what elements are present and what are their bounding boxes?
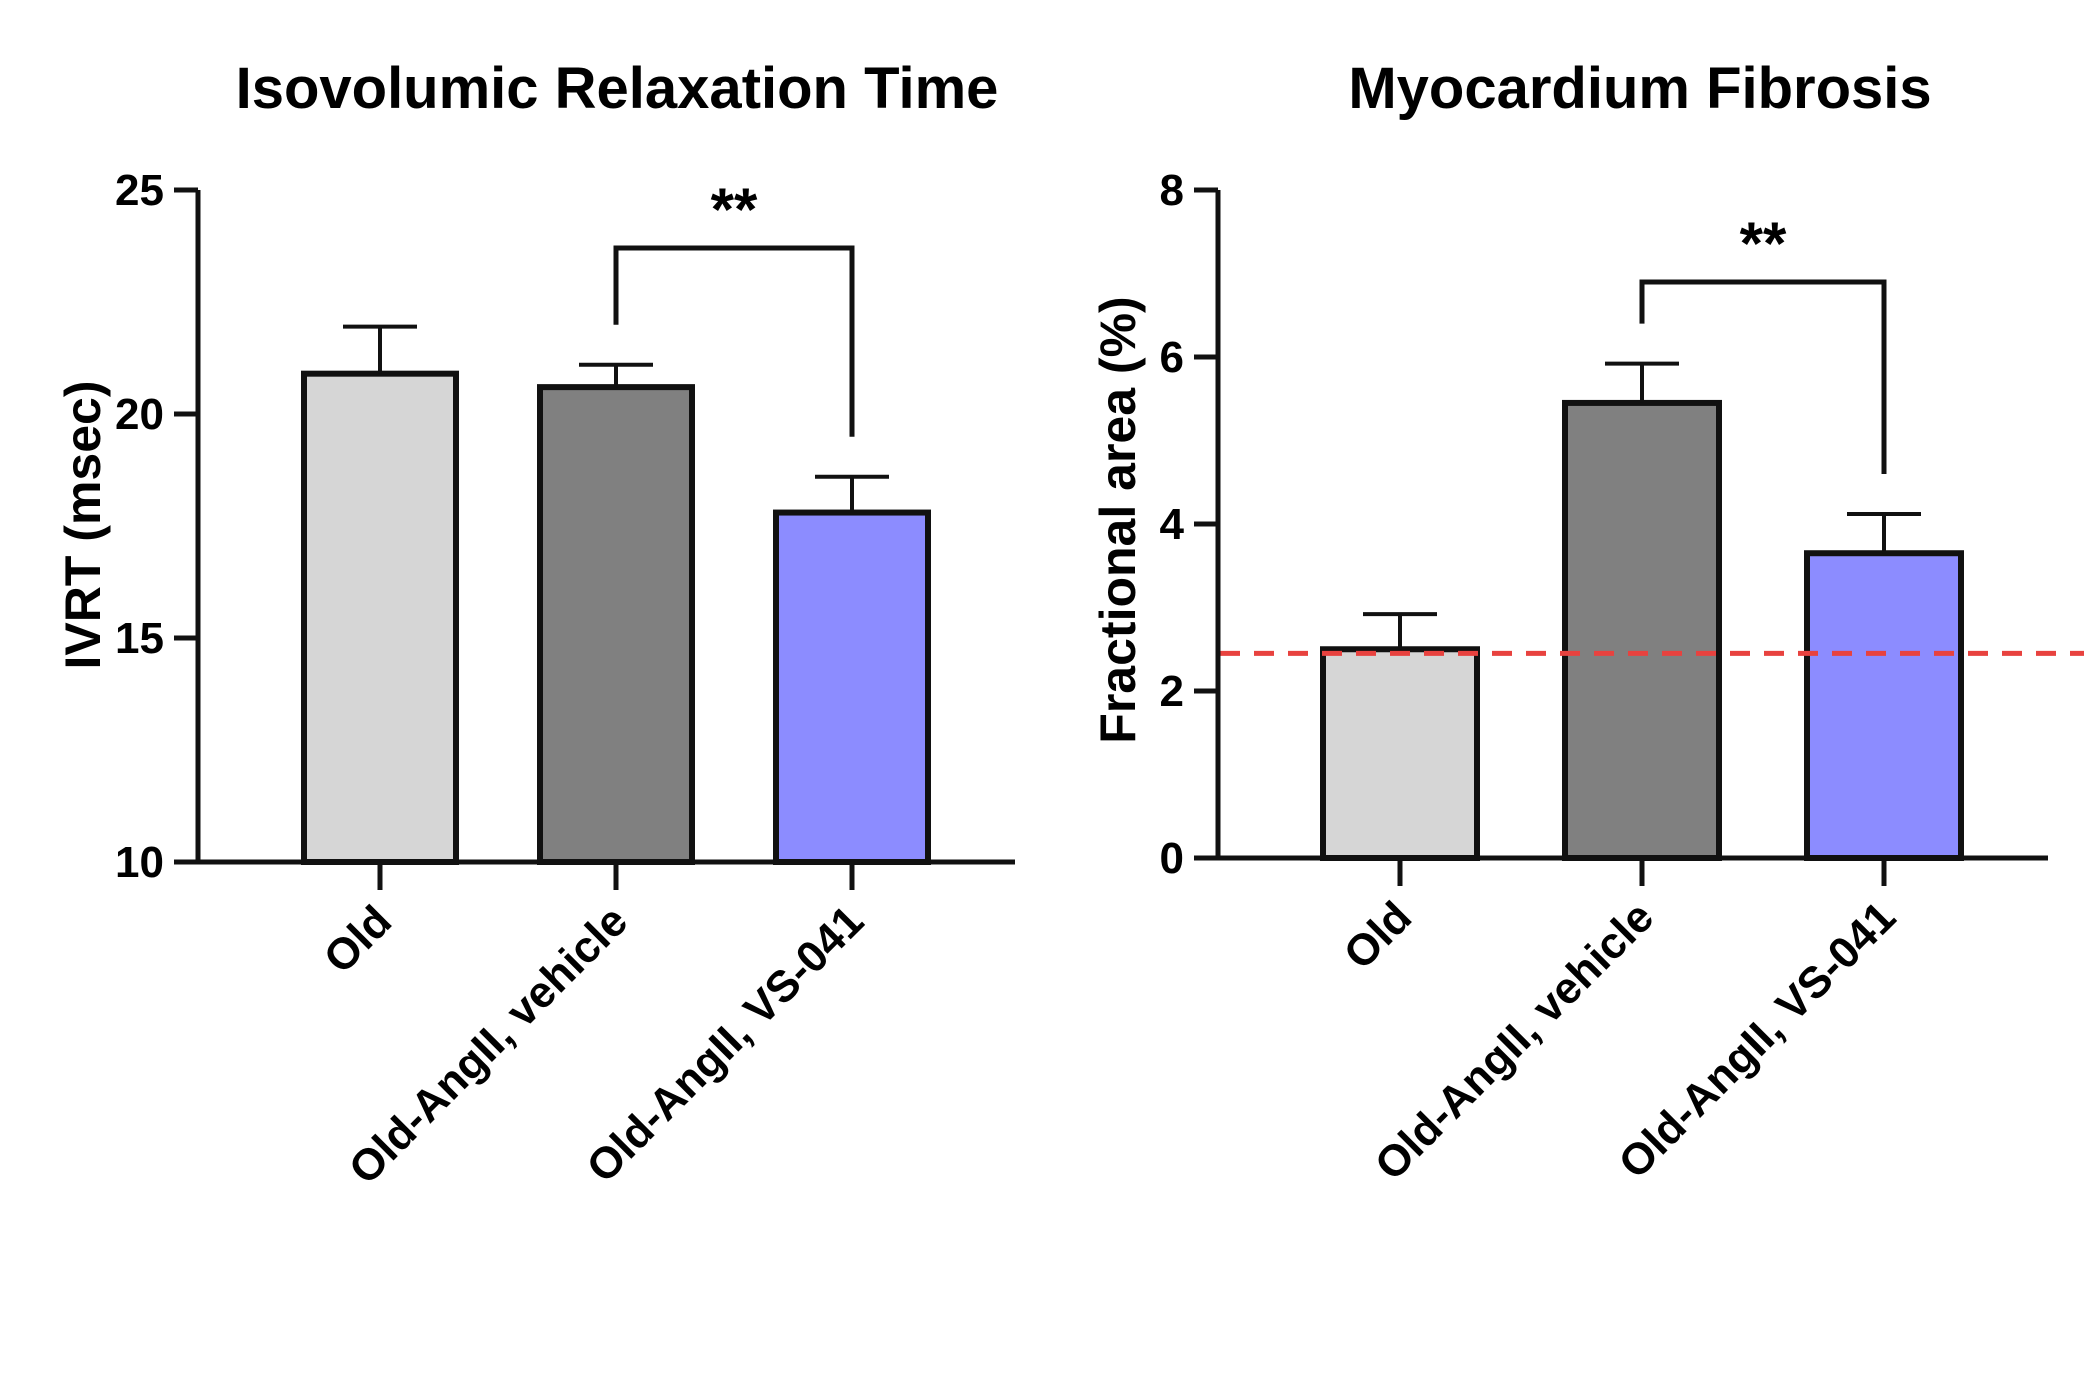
significance-label: **: [1740, 210, 1787, 277]
y-axis-label: Fractional area (%): [1090, 296, 1146, 743]
bar: [537, 384, 695, 865]
chart-ivrt: Isovolumic Relaxation Time IVRT (msec) 10 1…: [55, 56, 1015, 1194]
significance-label: **: [711, 176, 758, 243]
chart-fibrosis: Myocardium Fibrosis Fractional area (%) 0 2…: [1090, 56, 2084, 1190]
y-tick-label: 4: [1160, 500, 1185, 549]
bar: [301, 370, 459, 865]
bar: [773, 509, 931, 865]
y-tick-label: 0: [1160, 834, 1184, 883]
significance-bracket: [613, 245, 855, 437]
y-tick-label: 6: [1160, 333, 1184, 382]
y-tick-label: 10: [115, 838, 164, 887]
y-tick-label: 8: [1160, 166, 1184, 215]
bar: [1320, 646, 1480, 861]
bar: [1562, 399, 1722, 861]
x-tick-label: Old: [315, 896, 401, 982]
y-axis-label: IVRT (msec): [55, 381, 111, 670]
y-tick-label: 25: [115, 166, 164, 215]
bar: [1804, 550, 1964, 861]
y-tick-label: 2: [1160, 667, 1184, 716]
chart-title: Myocardium Fibrosis: [1348, 56, 1931, 121]
significance-bracket: [1639, 279, 1887, 474]
chart-title: Isovolumic Relaxation Time: [236, 56, 999, 121]
y-tick-label: 15: [115, 614, 164, 663]
y-tick-label: 20: [115, 390, 164, 439]
x-tick-label: Old: [1335, 892, 1421, 978]
x-tick-label: Old-AngII, VS-041: [1609, 892, 1905, 1188]
